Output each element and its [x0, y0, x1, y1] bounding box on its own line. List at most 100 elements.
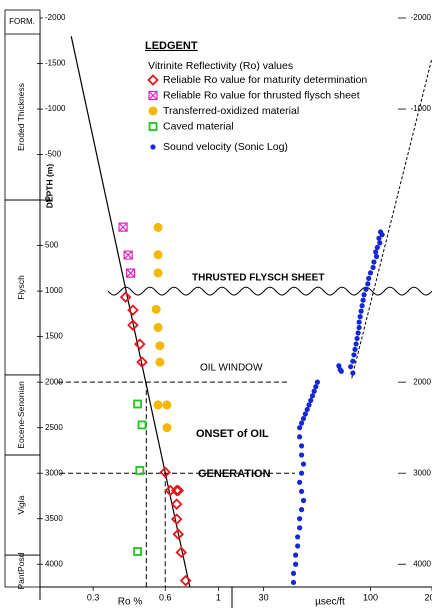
marker-dot [350, 358, 356, 364]
y2-tick-label: 4000 [413, 559, 431, 568]
y2-tick-label: -2000 [411, 13, 432, 22]
marker-dot [360, 297, 366, 303]
oil-window-label: OIL WINDOW [200, 363, 263, 374]
marker-dot [355, 330, 361, 336]
marker-circle [162, 400, 172, 410]
marker-dot [373, 249, 379, 255]
marker-dot [300, 497, 307, 504]
marker-circle [153, 400, 163, 410]
thrust-line [107, 286, 432, 296]
marker-dot [295, 534, 301, 540]
marker-dot [297, 425, 303, 431]
marker-dot [359, 303, 365, 309]
legend-title: LEDGENT [145, 40, 198, 52]
marker-diamond [127, 319, 139, 331]
marker-diamond [172, 484, 185, 497]
marker-dot [302, 411, 308, 417]
y2-tick-label: 3000 [413, 468, 431, 477]
marker-dot [352, 346, 358, 352]
marker-dot [366, 275, 372, 281]
marker-circle [155, 341, 165, 351]
marker-dot [351, 352, 357, 358]
x-tick-label: 30 [259, 592, 269, 602]
marker-dot [311, 388, 317, 394]
legend-label: Caved material [163, 120, 234, 132]
x-axis-label: Ro % [118, 597, 143, 608]
marker-dot [377, 240, 383, 246]
marker-dot [374, 244, 380, 251]
y-tick-label: -2000 [45, 13, 66, 22]
onset-label: ONSET of OIL [196, 428, 269, 440]
y-tick-label: -500 [45, 150, 62, 159]
x-axis-label: µsec/ft [315, 597, 345, 608]
marker-dot [354, 335, 360, 342]
marker-dot [150, 144, 156, 150]
marker-dot [379, 232, 385, 238]
marker-dot [338, 368, 344, 374]
marker-dot [350, 370, 356, 376]
marker-square [133, 547, 142, 556]
marker-dot [356, 324, 362, 331]
y2-tick-label: 2000 [413, 377, 431, 386]
marker-dot [308, 397, 314, 403]
marker-dot [357, 314, 363, 320]
y-tick-label: 0 [45, 195, 50, 204]
marker-circle [153, 222, 163, 232]
marker-dot [309, 393, 316, 399]
x-tick-label: 100 [363, 592, 378, 602]
marker-dot [298, 470, 305, 476]
header: FORM. [9, 17, 35, 26]
y-tick-label: 500 [45, 241, 59, 250]
marker-dot [306, 402, 312, 408]
marker-boxx [123, 250, 133, 260]
marker-square [148, 122, 158, 131]
legend-label: Reliable Ro value for thrusted flysch sh… [163, 89, 360, 101]
marker-dot [298, 452, 305, 458]
plot: Eroded Thickness Flysch Eocene-Senonian Vig… [4, 13, 432, 608]
marker-dot [292, 552, 299, 558]
formation-label: Eocene-Senonian [16, 381, 26, 449]
marker-dot [358, 308, 364, 314]
marker-circle [162, 423, 172, 433]
marker-circle [153, 268, 163, 278]
marker-diamond [136, 356, 148, 368]
marker-boxx [118, 222, 128, 232]
marker-diamond [170, 513, 183, 525]
marker-dot [373, 253, 380, 260]
marker-diamond [175, 546, 188, 559]
marker-diamond [159, 466, 172, 479]
marker-square [133, 399, 142, 409]
y-tick-label: 1500 [45, 332, 63, 341]
marker-dot [298, 507, 305, 513]
y2-tick-label: -1000 [411, 104, 432, 113]
marker-dot [295, 543, 301, 549]
formation-label: Eroded Thickness [16, 83, 26, 151]
formation-label: PantPosd [16, 552, 26, 589]
marker-diamond [119, 291, 132, 303]
marker-dot [348, 364, 354, 370]
marker-dot [304, 406, 310, 413]
marker-circle [153, 250, 163, 260]
marker-dot [365, 281, 371, 287]
legend-label: Sound velocity (Sonic Log) [163, 141, 288, 153]
y-tick-label: 3500 [45, 514, 63, 523]
marker-dot [297, 434, 303, 440]
marker-diamond [134, 338, 146, 350]
x-tick-label: 200 [424, 592, 432, 602]
y-tick-label: 3000 [45, 468, 63, 477]
y-tick-label: 1000 [45, 286, 63, 295]
marker-square [137, 420, 147, 430]
marker-boxx [125, 268, 136, 278]
thrust-label: THRUSTED FLYSCH SHEET [192, 273, 324, 284]
y-tick-label: 4000 [45, 559, 63, 568]
marker-dot [363, 286, 369, 292]
y-tick-label: 2000 [45, 377, 63, 386]
marker-diamond [127, 304, 139, 316]
marker-square [135, 466, 145, 475]
y-axis-label: DEPTH (m) [44, 164, 54, 209]
marker-circle [155, 357, 165, 367]
marker-dot [370, 264, 376, 271]
marker-dot [290, 579, 297, 586]
marker-dot [371, 259, 377, 265]
